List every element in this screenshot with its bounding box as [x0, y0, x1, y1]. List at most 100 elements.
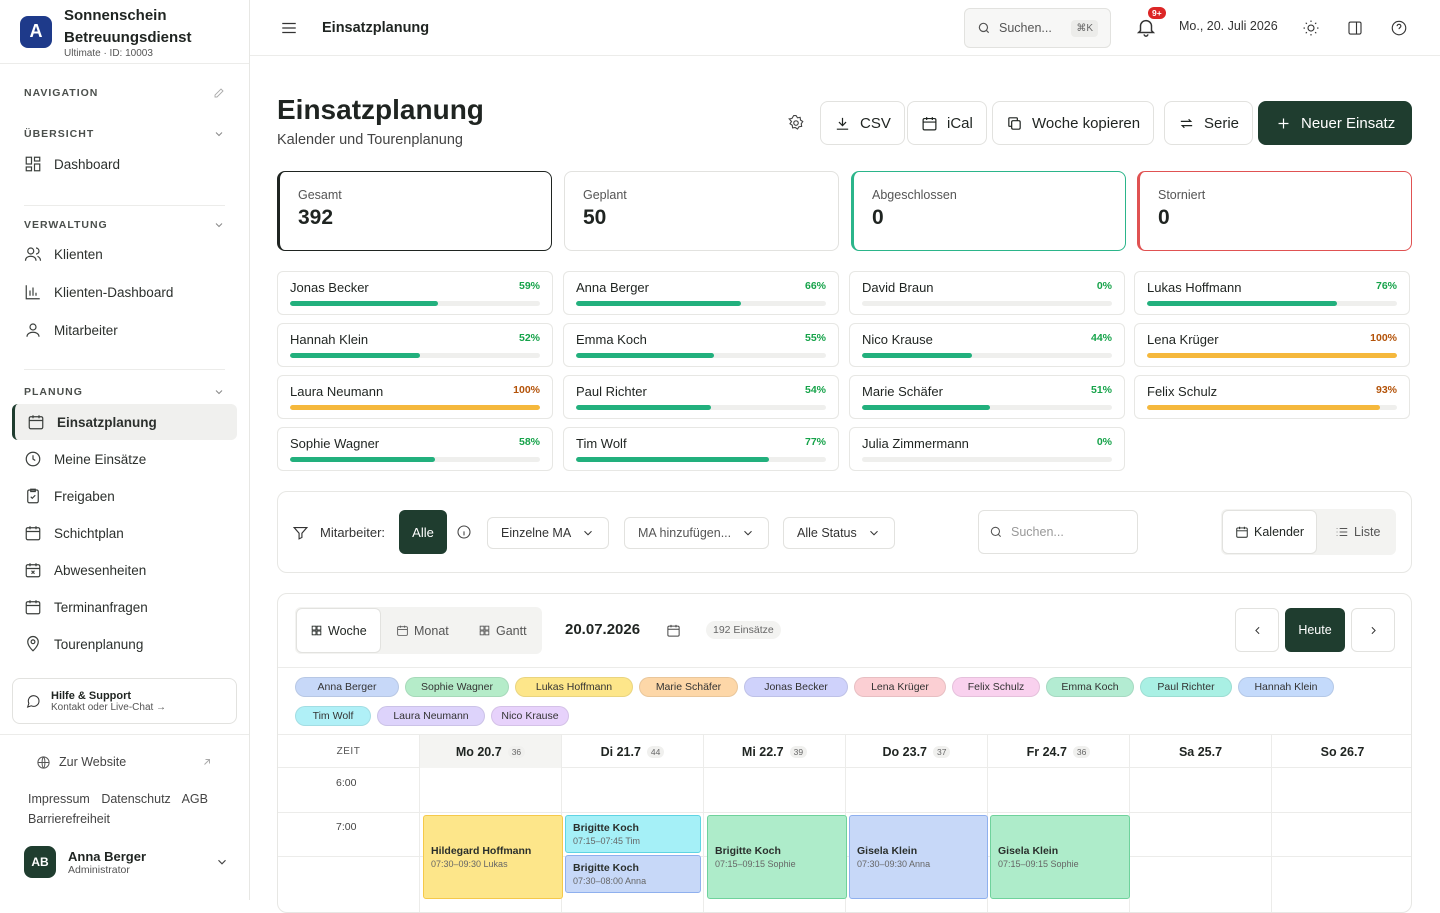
menu-icon[interactable] [280, 19, 298, 37]
copy-week-button[interactable]: Woche kopieren [992, 101, 1155, 145]
legend-chip[interactable]: Jonas Becker [744, 677, 848, 697]
sidebar-item-tourenplanung[interactable]: Tourenplanung [12, 626, 237, 662]
legend-chip[interactable]: Lukas Hoffmann [515, 677, 633, 697]
ical-label: iCal [947, 114, 973, 132]
global-search[interactable]: Suchen... ⌘K [964, 8, 1111, 48]
sun-icon[interactable] [1302, 19, 1320, 37]
day-label: Mi 22.7 [741, 744, 784, 759]
info-icon[interactable] [456, 524, 472, 540]
bell-icon[interactable] [1135, 16, 1157, 38]
sidebar-item-klienten-dashboard[interactable]: Klienten-Dashboard [12, 274, 237, 310]
tab-week[interactable]: Woche [296, 608, 381, 653]
legend-chip[interactable]: Tim Wolf [295, 706, 371, 726]
stat-card-planned[interactable]: Geplant 50 [564, 171, 839, 251]
day-header[interactable]: Do 23.7 37 [845, 735, 987, 768]
day-header[interactable]: So 26.7 [1271, 735, 1411, 768]
filter-all-button[interactable]: Alle [399, 510, 447, 554]
datenschutz-link[interactable]: Datenschutz [101, 792, 171, 806]
user-menu[interactable]: AB Anna Berger Administrator [24, 846, 229, 878]
assignment-event[interactable]: Brigitte Koch 07:30–08:00 Anna [565, 855, 701, 893]
sidebar-item-label: Meine Einsätze [54, 451, 147, 467]
barrierefreiheit-link[interactable]: Barrierefreiheit [28, 812, 110, 826]
sidebar-item-mitarbeiter[interactable]: Mitarbeiter [12, 312, 237, 348]
sidebar-item-einsatzplanung[interactable]: Einsatzplanung [12, 404, 237, 440]
employee-utilization-card[interactable]: Paul Richter 54% [563, 375, 839, 419]
csv-button[interactable]: CSV [820, 101, 905, 145]
sidebar-item-freigaben[interactable]: Freigaben [12, 478, 237, 514]
help-icon[interactable] [1390, 19, 1408, 37]
assignment-event[interactable]: Gisela Klein 07:30–09:30 Anna [849, 815, 988, 899]
employee-utilization-card[interactable]: David Braun 0% [849, 271, 1125, 315]
legend-chip[interactable]: Hannah Klein [1238, 677, 1334, 697]
day-header[interactable]: Mi 22.7 39 [703, 735, 845, 768]
add-employee-select[interactable]: MA hinzufügen... [624, 517, 770, 549]
sidebar-item-schichtplan[interactable]: Schichtplan [12, 515, 237, 551]
sidebar-item-abwesenheiten[interactable]: Abwesenheiten [12, 552, 237, 588]
pencil-icon[interactable] [213, 87, 225, 99]
legend-chip[interactable]: Paul Richter [1140, 677, 1232, 697]
employee-utilization-card[interactable]: Lena Krüger 100% [1134, 323, 1410, 367]
view-list-button[interactable]: Liste [1323, 510, 1392, 554]
assignment-event[interactable]: Brigitte Koch 07:15–07:45 Tim [565, 815, 701, 853]
legend-chip[interactable]: Marie Schäfer [639, 677, 738, 697]
tab-month[interactable]: Monat [383, 608, 462, 653]
legend-chip[interactable]: Lena Krüger [854, 677, 946, 697]
sidebar-item-terminanfragen[interactable]: Terminanfragen [12, 589, 237, 625]
employee-utilization-card[interactable]: Jonas Becker 59% [277, 271, 553, 315]
single-employee-select[interactable]: Einzelne MA [487, 517, 610, 549]
employee-utilization-card[interactable]: Sophie Wagner 58% [277, 427, 553, 471]
assignment-event[interactable]: Brigitte Koch 07:15–09:15 Sophie [707, 815, 847, 899]
stat-card-completed[interactable]: Abgeschlossen 0 [851, 171, 1126, 251]
employee-utilization-card[interactable]: Hannah Klein 52% [277, 323, 553, 367]
filter-search-input[interactable]: Suchen... [978, 510, 1138, 554]
section-uebersicht[interactable]: ÜBERSICHT [0, 124, 249, 144]
employee-utilization-card[interactable]: Felix Schulz 93% [1134, 375, 1410, 419]
legend-chip[interactable]: Nico Krause [491, 706, 569, 726]
stat-card-cancelled[interactable]: Storniert 0 [1137, 171, 1412, 251]
legend-chip[interactable]: Sophie Wagner [405, 677, 509, 697]
section-verwaltung[interactable]: VERWALTUNG [0, 215, 249, 235]
website-link[interactable]: Zur Website [0, 735, 249, 789]
prev-week-button[interactable] [1235, 608, 1279, 652]
assignment-event[interactable]: Gisela Klein 07:15–09:15 Sophie [990, 815, 1130, 899]
employee-utilization-card[interactable]: Emma Koch 55% [563, 323, 839, 367]
brand[interactable]: A Sonnenschein Betreuungsdienst Ultimate… [0, 0, 249, 64]
agb-link[interactable]: AGB [181, 792, 208, 806]
today-button[interactable]: Heute [1285, 608, 1345, 652]
calendar-picker-icon[interactable] [666, 623, 681, 638]
panel-icon[interactable] [1346, 19, 1364, 37]
legal-links: Impressum Datenschutz AGB Barrierefreihe… [0, 789, 249, 829]
ical-button[interactable]: iCal [907, 101, 987, 145]
status-select[interactable]: Alle Status [783, 517, 895, 549]
stat-card-total[interactable]: Gesamt 392 [277, 171, 552, 251]
tab-gantt[interactable]: Gantt [465, 608, 540, 653]
day-header[interactable]: Fr 24.7 36 [987, 735, 1129, 768]
impressum-link[interactable]: Impressum [28, 792, 90, 806]
new-assignment-button[interactable]: Neuer Einsatz [1258, 101, 1413, 145]
employee-utilization-card[interactable]: Lukas Hoffmann 76% [1134, 271, 1410, 315]
employee-utilization-card[interactable]: Laura Neumann 100% [277, 375, 553, 419]
help-support[interactable]: Hilfe & Support Kontakt oder Live-Chat → [12, 678, 237, 724]
sidebar-item-meine-einsaetze[interactable]: Meine Einsätze [12, 441, 237, 477]
day-header[interactable]: Sa 25.7 [1129, 735, 1271, 768]
legend-chip[interactable]: Anna Berger [295, 677, 399, 697]
day-header[interactable]: Di 21.7 44 [561, 735, 703, 768]
employee-utilization-card[interactable]: Tim Wolf 77% [563, 427, 839, 471]
employee-utilization-card[interactable]: Marie Schäfer 51% [849, 375, 1125, 419]
day-count-badge: 37 [933, 745, 951, 758]
employee-utilization-card[interactable]: Anna Berger 66% [563, 271, 839, 315]
legend-chip[interactable]: Felix Schulz [952, 677, 1040, 697]
series-button[interactable]: Serie [1164, 101, 1254, 145]
employee-utilization-card[interactable]: Julia Zimmermann 0% [849, 427, 1125, 471]
sidebar-item-dashboard[interactable]: Dashboard [12, 146, 237, 182]
sidebar-item-klienten[interactable]: Klienten [12, 236, 237, 272]
view-calendar-button[interactable]: Kalender [1222, 510, 1318, 554]
next-week-button[interactable] [1351, 608, 1395, 652]
section-planung[interactable]: PLANUNG [0, 382, 249, 402]
legend-chip[interactable]: Emma Koch [1046, 677, 1134, 697]
assignment-event[interactable]: Hildegard Hoffmann 07:30–09:30 Lukas [423, 815, 563, 899]
gear-icon[interactable] [787, 114, 805, 132]
legend-chip[interactable]: Laura Neumann [377, 706, 485, 726]
employee-utilization-card[interactable]: Nico Krause 44% [849, 323, 1125, 367]
day-header[interactable]: Mo 20.7 36 [419, 735, 561, 768]
